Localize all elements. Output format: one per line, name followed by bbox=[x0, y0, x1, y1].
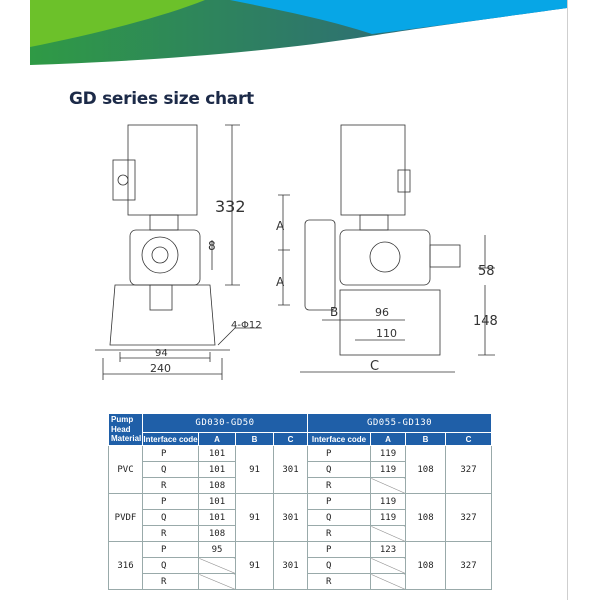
size-table: Pump Head Material GD030-GD50 GD055-GD13… bbox=[108, 413, 493, 590]
interface-code-cell: Q bbox=[307, 461, 371, 478]
c-value-cell: 327 bbox=[444, 445, 493, 494]
interface-code-cell: Q bbox=[142, 461, 199, 478]
a-value-cell: 119 bbox=[370, 445, 406, 462]
col-header: Interface code bbox=[142, 432, 199, 446]
left-view bbox=[95, 124, 262, 380]
group-header: GD030-GD50 bbox=[142, 413, 308, 433]
dim-c: C bbox=[370, 359, 379, 374]
dim-94: 94 bbox=[155, 348, 168, 359]
col-header: B bbox=[235, 432, 274, 446]
page-title: GD series size chart bbox=[69, 89, 254, 109]
table-row: Q 101 Q 119 bbox=[109, 461, 492, 478]
interface-code-cell: P bbox=[142, 493, 199, 510]
dim-b: B bbox=[330, 305, 338, 319]
group-header: GD055-GD130 bbox=[306, 413, 493, 433]
dim-58: 58 bbox=[478, 264, 495, 279]
a-value-cell: 101 bbox=[198, 445, 236, 462]
dim-a-top: A bbox=[276, 219, 285, 233]
b-value-cell: 91 bbox=[235, 445, 274, 494]
a-value-cell: 101 bbox=[198, 493, 236, 510]
interface-code-cell: Q bbox=[307, 509, 371, 526]
interface-code-cell: Q bbox=[142, 509, 199, 526]
interface-code-cell: R bbox=[142, 477, 199, 494]
dim-332: 332 bbox=[215, 197, 246, 216]
a-value-cell: 95 bbox=[198, 541, 236, 558]
a-value-cell bbox=[198, 573, 236, 590]
material-cell: PVDF bbox=[108, 493, 143, 542]
a-value-cell: 101 bbox=[198, 509, 236, 526]
b-value-cell: 91 bbox=[235, 493, 274, 542]
c-value-cell: 327 bbox=[444, 541, 493, 590]
interface-code-cell: P bbox=[307, 493, 371, 510]
right-view bbox=[278, 124, 495, 373]
col-header: A bbox=[198, 432, 236, 446]
material-cell: PVC bbox=[108, 445, 143, 494]
interface-code-cell: R bbox=[142, 573, 199, 590]
b-value-cell: 91 bbox=[235, 541, 274, 590]
a-value-cell: 123 bbox=[370, 541, 406, 558]
a-value-cell: 108 bbox=[198, 477, 236, 494]
table-row: PVDF P 101 91 301 P 119 108 327 bbox=[108, 493, 493, 542]
material-header: Pump Head Material bbox=[108, 413, 143, 446]
interface-code-cell: P bbox=[142, 541, 199, 558]
interface-code-cell: R bbox=[307, 573, 371, 590]
a-value-cell bbox=[370, 557, 406, 574]
interface-code-cell: R bbox=[307, 525, 371, 542]
c-value-cell: 301 bbox=[273, 541, 308, 590]
a-value-cell bbox=[198, 557, 236, 574]
col-header: C bbox=[444, 432, 493, 446]
col-header: Interface code bbox=[307, 432, 371, 446]
table-row: R 108 R bbox=[109, 477, 492, 494]
dim-240: 240 bbox=[150, 362, 171, 375]
b-value-cell: 108 bbox=[405, 541, 446, 590]
interface-code-cell: P bbox=[307, 445, 371, 462]
c-value-cell: 327 bbox=[444, 493, 493, 542]
dim-holes: 4-Φ12 bbox=[231, 320, 262, 331]
c-value-cell: 301 bbox=[273, 445, 308, 494]
pump-dimension-drawing: 332 8 94 240 4-Φ12 A A B 96 110 58 148 C bbox=[95, 124, 498, 380]
a-value-cell: 101 bbox=[198, 461, 236, 478]
dim-148: 148 bbox=[473, 314, 498, 329]
a-value-cell: 119 bbox=[370, 509, 406, 526]
b-value-cell: 108 bbox=[405, 493, 446, 542]
table-row: PVC P 101 91 301 P 119 108 327 bbox=[108, 445, 493, 494]
material-cell: 316 bbox=[108, 541, 143, 590]
interface-code-cell: R bbox=[307, 477, 371, 494]
dim-110: 110 bbox=[376, 327, 397, 340]
table-row: 316 P 95 91 301 P 123 108 327 bbox=[108, 541, 493, 590]
col-header: A bbox=[370, 432, 406, 446]
interface-code-cell: R bbox=[142, 525, 199, 542]
dim-8: 8 bbox=[208, 239, 216, 253]
col-header: B bbox=[405, 432, 446, 446]
a-value-cell bbox=[370, 573, 406, 590]
col-header: C bbox=[273, 432, 308, 446]
dim-a-bottom: A bbox=[276, 275, 285, 289]
header-banner bbox=[30, 0, 567, 65]
c-value-cell: 301 bbox=[273, 493, 308, 542]
a-value-cell: 108 bbox=[198, 525, 236, 542]
interface-code-cell: P bbox=[307, 541, 371, 558]
a-value-cell bbox=[370, 477, 406, 494]
a-value-cell bbox=[370, 525, 406, 542]
table-row: Q 101 Q 119 bbox=[109, 509, 492, 526]
page-edge bbox=[567, 0, 568, 600]
a-value-cell: 119 bbox=[370, 461, 406, 478]
interface-code-cell: Q bbox=[142, 557, 199, 574]
b-value-cell: 108 bbox=[405, 445, 446, 494]
interface-code-cell: P bbox=[142, 445, 199, 462]
a-value-cell: 119 bbox=[370, 493, 406, 510]
dim-96: 96 bbox=[375, 306, 389, 319]
interface-code-cell: Q bbox=[307, 557, 371, 574]
